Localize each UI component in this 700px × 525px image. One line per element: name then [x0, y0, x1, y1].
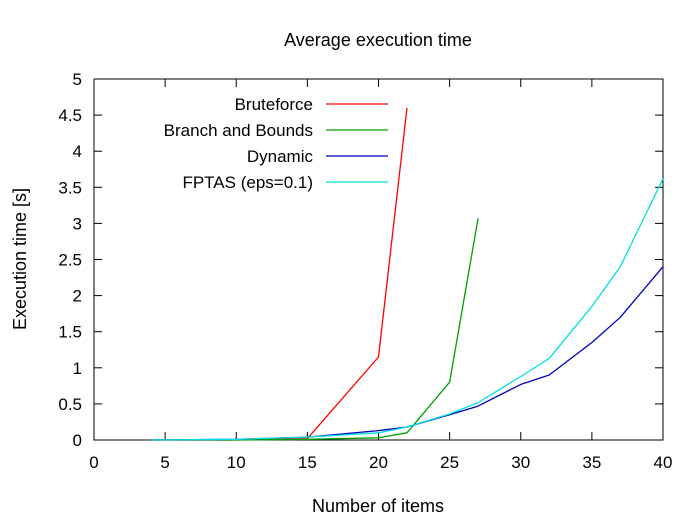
x-axis-title: Number of items — [312, 496, 444, 516]
y-tick-label: 0.5 — [58, 395, 82, 414]
y-tick-label: 2 — [73, 287, 82, 306]
x-tick-label: 0 — [89, 453, 98, 472]
x-tick-label: 40 — [654, 453, 673, 472]
series-line-3 — [150, 266, 664, 441]
x-tick-label: 35 — [582, 453, 601, 472]
series-line-4 — [150, 178, 664, 441]
x-tick-label: 15 — [298, 453, 317, 472]
y-tick-label: 1 — [73, 359, 82, 378]
series-line-2 — [150, 218, 479, 441]
legend-label: Dynamic — [247, 147, 314, 166]
x-tick-label: 5 — [160, 453, 169, 472]
y-axis-title: Execution time [s] — [10, 188, 30, 330]
y-tick-label: 5 — [73, 70, 82, 89]
y-tick-label: 4 — [73, 142, 82, 161]
legend-label: Branch and Bounds — [164, 121, 313, 140]
legend-label: Bruteforce — [235, 95, 313, 114]
y-tick-label: 0 — [73, 431, 82, 450]
legend-label: FPTAS (eps=0.1) — [182, 173, 313, 192]
y-tick-label: 4.5 — [58, 106, 82, 125]
legend: Bruteforce Branch and Bounds Dynamic FPTAS … — [164, 95, 388, 192]
x-tick-label: 10 — [227, 453, 246, 472]
x-tick-label: 25 — [440, 453, 459, 472]
x-tick-label: 20 — [369, 453, 388, 472]
y-tick-label: 2.5 — [58, 251, 82, 270]
y-tick-label: 1.5 — [58, 323, 82, 342]
chart-title: Average execution time — [284, 30, 472, 50]
plot-area: 0 5 10 15 20 25 30 35 40 0 0.5 1 1.5 2 2.5 3 3.5 4 4.5 5 Bru… — [58, 70, 672, 472]
y-tick-label: 3.5 — [58, 178, 82, 197]
y-tick-label: 3 — [73, 214, 82, 233]
x-tick-label: 30 — [511, 453, 530, 472]
